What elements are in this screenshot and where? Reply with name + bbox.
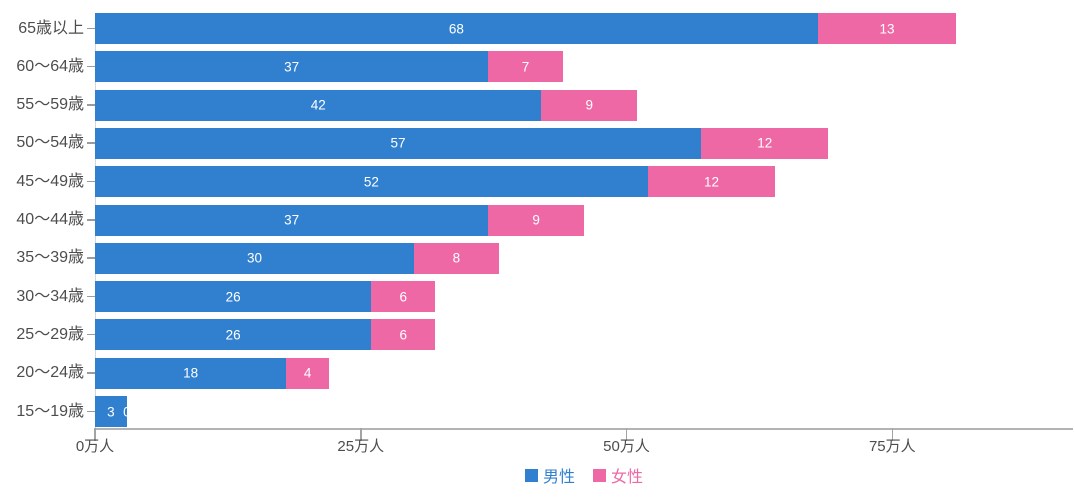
bar-value-label: 52 [363, 174, 379, 190]
bar-value-label: 30 [246, 250, 262, 266]
bar-segment-male: 37 [95, 204, 489, 236]
y-axis-label: 50〜54歳 [16, 134, 84, 152]
y-axis-tick [87, 180, 95, 183]
bar-segment-female: 9 [541, 89, 638, 121]
x-axis-tick [891, 428, 894, 441]
y-axis-label: 25〜29歳 [16, 325, 84, 343]
y-axis-label: 45〜49歳 [16, 172, 84, 190]
y-axis-tick [87, 333, 95, 336]
bar-segment-male: 52 [95, 166, 648, 198]
bar-segment-male: 3 [95, 396, 127, 427]
legend: 男性 女性 [95, 463, 1073, 487]
bar-value-label: 37 [284, 59, 300, 75]
legend-label-male: 男性 [542, 469, 575, 486]
x-axis-tick [625, 428, 628, 441]
bar-value-label: 18 [183, 365, 199, 381]
bar-segment-female: 6 [371, 281, 436, 313]
y-axis-label: 40〜44歳 [16, 211, 84, 228]
bar-segment-male: 30 [95, 242, 414, 274]
bar-segment-male: 26 [95, 319, 372, 351]
x-axis-tick-label: 0万人 [75, 438, 115, 455]
bar-value-label: 9 [585, 97, 594, 113]
bar-segment-female: 8 [413, 242, 499, 274]
bar-value-label: 3 [107, 404, 115, 419]
bar-value-label: 12 [757, 135, 773, 151]
y-axis-tick [87, 410, 95, 412]
x-axis-tick-label: 75万人 [868, 438, 916, 455]
bar-value-label: 26 [225, 327, 241, 343]
y-axis-label: 55〜59歳 [16, 96, 84, 114]
bar-segment-male: 26 [95, 281, 372, 313]
y-axis-tick [87, 27, 95, 29]
y-axis-tick [87, 372, 95, 374]
bar-segment-female: 4 [286, 357, 329, 389]
bar-value-label: 42 [310, 97, 326, 113]
bar-value-label: 6 [399, 327, 408, 343]
bar-value-label: 37 [284, 212, 300, 228]
female-series-swatch-icon [593, 468, 606, 482]
legend-item-female[interactable]: 女性 [593, 463, 643, 487]
x-axis-tick [94, 428, 96, 441]
legend-item-male[interactable]: 男性 [524, 463, 575, 487]
bar-value-label: 7 [521, 59, 530, 75]
y-axis-label: 20〜24歳 [16, 364, 84, 382]
bar-value-label: 13 [879, 21, 895, 36]
legend-label-female: 女性 [611, 469, 644, 486]
bar-segment-male: 57 [95, 127, 701, 159]
x-axis-tick [360, 428, 362, 441]
bar-value-label: 57 [390, 135, 406, 151]
bar-value-label: 6 [399, 289, 408, 305]
y-axis-tick [87, 65, 95, 68]
y-axis-tick [87, 104, 95, 106]
y-axis-tick [87, 257, 95, 259]
bar-value-label: 9 [532, 212, 540, 228]
bar-value-label: 26 [225, 289, 241, 305]
bar-segment-female: 6 [371, 319, 436, 351]
y-axis-label: 15〜19歳 [16, 402, 84, 420]
y-axis-label: 60〜64歳 [16, 57, 84, 75]
male-series-swatch-icon [524, 468, 538, 482]
bar-segment-female: 12 [700, 127, 829, 159]
bar-segment-male: 42 [95, 89, 542, 121]
y-axis-tick [87, 142, 95, 144]
x-axis-tick-label: 25万人 [337, 438, 385, 455]
bar-value-label: 8 [452, 250, 461, 266]
bar-segment-female: 7 [488, 51, 563, 83]
bar-value-label: 12 [704, 174, 720, 190]
bar-segment-female: 12 [647, 166, 776, 198]
bar-segment-male: 68 [95, 13, 818, 44]
bar-segment-female: 13 [817, 13, 957, 44]
y-axis-tick [87, 295, 95, 298]
y-axis-label: 35〜39歳 [16, 249, 84, 267]
x-axis-tick-label: 50万人 [603, 438, 650, 455]
y-axis-label: 30〜34歳 [16, 287, 84, 305]
y-axis-label: 65歳以上 [18, 19, 84, 37]
bar-segment-male: 37 [95, 51, 489, 83]
x-axis-line [94, 428, 1073, 430]
bar-segment-female: 9 [488, 204, 584, 236]
bar-value-label: 68 [448, 21, 464, 36]
bar-segment-male: 18 [95, 357, 287, 389]
y-axis-tick [87, 219, 95, 221]
bar-value-label: 0 [123, 404, 131, 419]
bar-value-label: 4 [303, 365, 312, 381]
